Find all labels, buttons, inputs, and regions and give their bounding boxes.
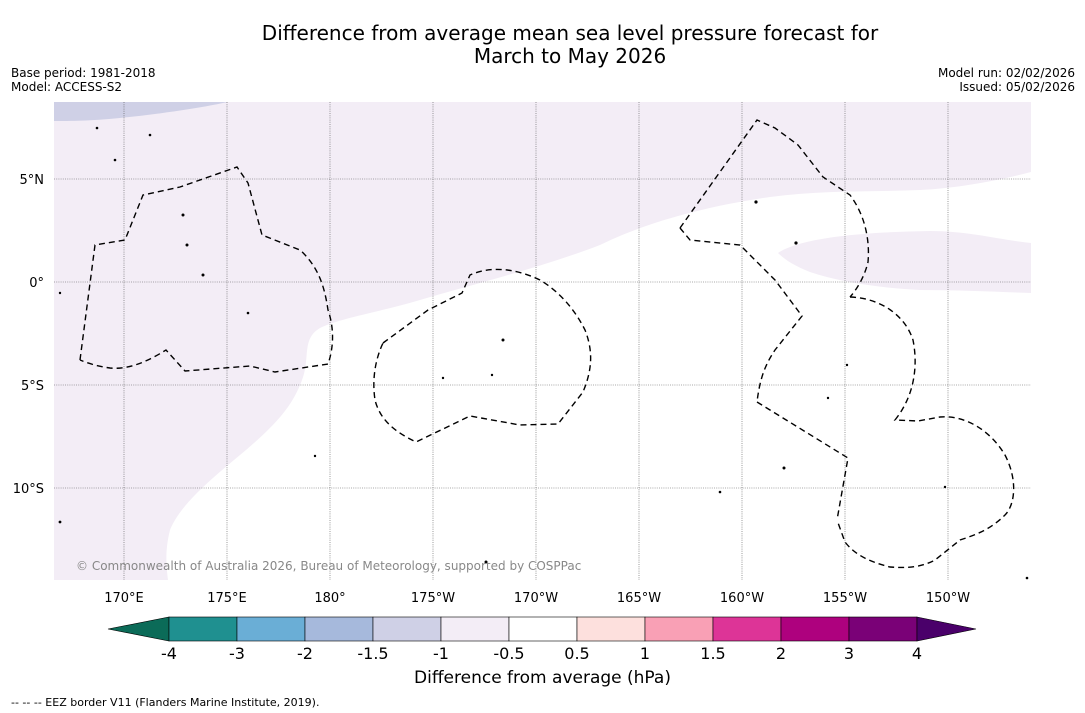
colorbar-swatch bbox=[644, 616, 714, 642]
copyright-note: © Commonwealth of Australia 2026, Bureau… bbox=[76, 559, 581, 573]
colorbar-arrow-low bbox=[107, 616, 170, 642]
colorbar-swatch bbox=[168, 616, 238, 642]
island bbox=[845, 363, 849, 367]
model-run: Model run: 02/02/2026 bbox=[937, 66, 1075, 80]
island bbox=[148, 133, 152, 137]
eez-tokelau bbox=[373, 268, 592, 443]
colorbar-tick-label: -4 bbox=[161, 644, 177, 663]
lon-labels: 170°E 175°E 180° 175°W 170°W 165°W 160°W… bbox=[104, 591, 970, 606]
colorbar-swatch bbox=[304, 616, 374, 642]
island bbox=[58, 520, 62, 524]
island bbox=[490, 373, 494, 377]
island bbox=[201, 273, 205, 277]
eez-line-islands bbox=[679, 119, 870, 298]
anomaly-region-east bbox=[778, 231, 1031, 293]
lat-label-5s: 5°S bbox=[21, 379, 44, 394]
colorbar-tick-label: 4 bbox=[912, 644, 922, 663]
lat-label-0: 0° bbox=[29, 276, 44, 291]
colorbar-swatch bbox=[440, 616, 510, 642]
eez-legend-note: -- -- -- EEZ border V11 (Flanders Marine… bbox=[11, 696, 320, 709]
title-line-1: Difference from average mean sea level p… bbox=[261, 21, 879, 45]
colorbar-tick-label: 1 bbox=[640, 644, 650, 663]
lon-label-155w: 155°W bbox=[823, 591, 867, 606]
issued-date: Issued: 05/02/2026 bbox=[959, 80, 1075, 94]
colorbar-swatch bbox=[576, 616, 646, 642]
colorbar-tick-label: 2 bbox=[776, 644, 786, 663]
colorbar-swatch bbox=[236, 616, 306, 642]
colorbar-tick-label: -1 bbox=[433, 644, 449, 663]
lon-label-170w: 170°W bbox=[514, 591, 558, 606]
anomaly-region-darker bbox=[54, 102, 228, 121]
lat-label-10s: 10°S bbox=[13, 482, 44, 497]
meta-left: Base period: 1981-2018 Model: ACCESS-S2 bbox=[11, 66, 156, 94]
lon-label-165w: 165°W bbox=[617, 591, 661, 606]
colorbar-tick-label: -3 bbox=[229, 644, 245, 663]
island bbox=[1025, 576, 1029, 580]
colorbar-tick-label: -2 bbox=[297, 644, 313, 663]
title-line-2: March to May 2026 bbox=[473, 44, 667, 68]
island bbox=[181, 213, 185, 217]
eez-kiribati-gilbert bbox=[79, 166, 334, 373]
island bbox=[501, 338, 505, 342]
lon-label-160w: 160°W bbox=[720, 591, 764, 606]
island bbox=[826, 396, 830, 400]
island bbox=[782, 466, 786, 470]
eez-borders bbox=[79, 119, 1015, 569]
anomaly-region-west bbox=[54, 102, 1031, 580]
lat-label-5n: 5°N bbox=[20, 173, 45, 188]
island bbox=[95, 126, 99, 130]
island bbox=[313, 454, 317, 458]
base-period: Base period: 1981-2018 bbox=[11, 66, 156, 80]
colorbar-tick-label: 3 bbox=[844, 644, 854, 663]
island bbox=[246, 311, 250, 315]
colorbar-swatch bbox=[508, 616, 578, 642]
island bbox=[58, 291, 62, 295]
colorbar-swatch bbox=[780, 616, 850, 642]
meta-right: Model run: 02/02/2026 Issued: 05/02/2026 bbox=[938, 66, 1075, 94]
colorbar-swatch bbox=[848, 616, 918, 642]
colorbar-swatch bbox=[372, 616, 442, 642]
lon-label-150w: 150°W bbox=[926, 591, 970, 606]
island bbox=[943, 485, 947, 489]
colorbar: -4 -3 -2 -1.5 -1 -0.5 0.5 1 1.5 2 3 4 bbox=[107, 616, 977, 663]
colorbar-tick-label: 1.5 bbox=[700, 644, 725, 663]
lon-label-170e: 170°E bbox=[104, 591, 144, 606]
island bbox=[794, 241, 798, 245]
eez-cook-islands bbox=[836, 296, 1015, 569]
island bbox=[754, 200, 758, 204]
lat-labels: 5°N 0° 5°S 10°S bbox=[13, 173, 44, 497]
map-title: Difference from average mean sea level p… bbox=[0, 22, 1085, 68]
colorbar-swatch bbox=[712, 616, 782, 642]
eez-boundary-south bbox=[756, 401, 849, 521]
island bbox=[484, 560, 488, 564]
lon-label-175w: 175°W bbox=[411, 591, 455, 606]
island bbox=[113, 158, 117, 162]
colorbar-tick-label: 0.5 bbox=[564, 644, 589, 663]
islands bbox=[58, 126, 1029, 580]
gridlines bbox=[54, 102, 1031, 580]
model-name: Model: ACCESS-S2 bbox=[11, 80, 123, 94]
colorbar-tick-label: -0.5 bbox=[493, 644, 524, 663]
island bbox=[185, 243, 189, 247]
eez-line-islands-south bbox=[679, 227, 803, 403]
island bbox=[441, 376, 445, 380]
colorbar-title: Difference from average (hPa) bbox=[414, 668, 671, 688]
lon-label-175e: 175°E bbox=[207, 591, 247, 606]
colorbar-arrow-high bbox=[916, 616, 977, 642]
island bbox=[718, 490, 722, 494]
colorbar-tick-label: -1.5 bbox=[357, 644, 388, 663]
lon-label-180: 180° bbox=[314, 591, 345, 606]
